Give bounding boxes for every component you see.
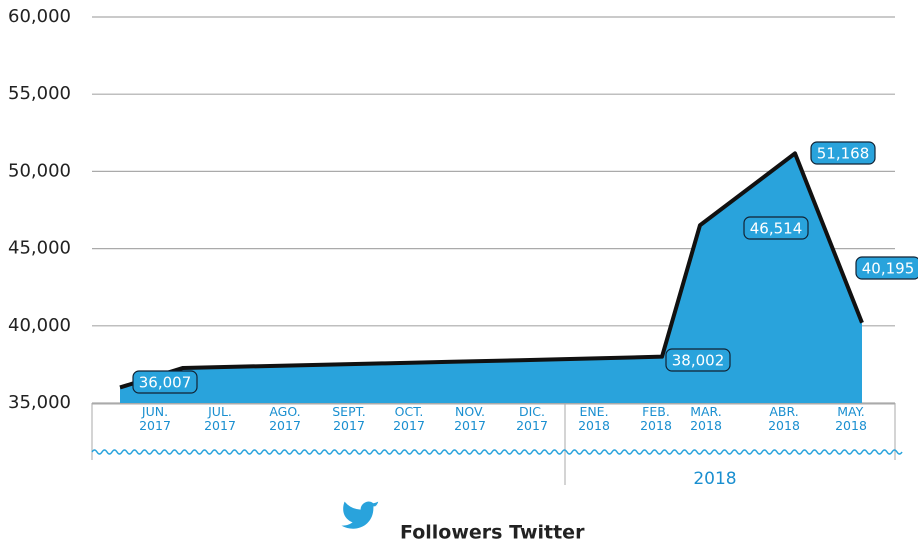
x-tick-label: OCT. 2017 [386,405,432,433]
x-tick-label: FEB. 2018 [633,405,679,433]
value-label: 38,002 [672,352,725,370]
value-label: 46,514 [750,220,803,238]
x-tick-label: SEPT. 2017 [326,405,372,433]
chart: 35,000 40,000 45,000 50,000 55,000 60,000 36,0… [0,0,918,550]
y-tick-label: 40,000 [8,315,71,336]
y-tick-label: 55,000 [8,83,71,104]
y-tick-label: 50,000 [8,160,71,181]
x-tick-label: JUL. 2017 [197,405,243,433]
x-tick-label: NOV. 2017 [447,405,493,433]
x-tick-label: ENE. 2018 [571,405,617,433]
y-tick-label: 45,000 [8,238,71,259]
twitter-icon [341,502,379,529]
x-tick-label: DIC. 2017 [509,405,555,433]
x-tick-label: MAR. 2018 [683,405,729,433]
value-label: 51,168 [817,145,870,163]
wave [92,450,902,454]
group-label: 2018 [693,469,736,489]
x-tick-label: JUN. 2017 [132,405,178,433]
chart-title: Followers Twitter [400,522,585,544]
x-tick-label: AGO. 2017 [262,405,308,433]
x-tick-label: MAY. 2018 [828,405,874,433]
y-tick-label: 60,000 [8,6,71,27]
value-label: 36,007 [139,374,192,392]
value-label: 40,195 [862,260,915,278]
page: 35,000 40,000 45,000 50,000 55,000 60,000 36,0… [0,0,918,550]
y-tick-label: 35,000 [8,392,71,413]
x-tick-label: ABR. 2018 [761,405,807,433]
